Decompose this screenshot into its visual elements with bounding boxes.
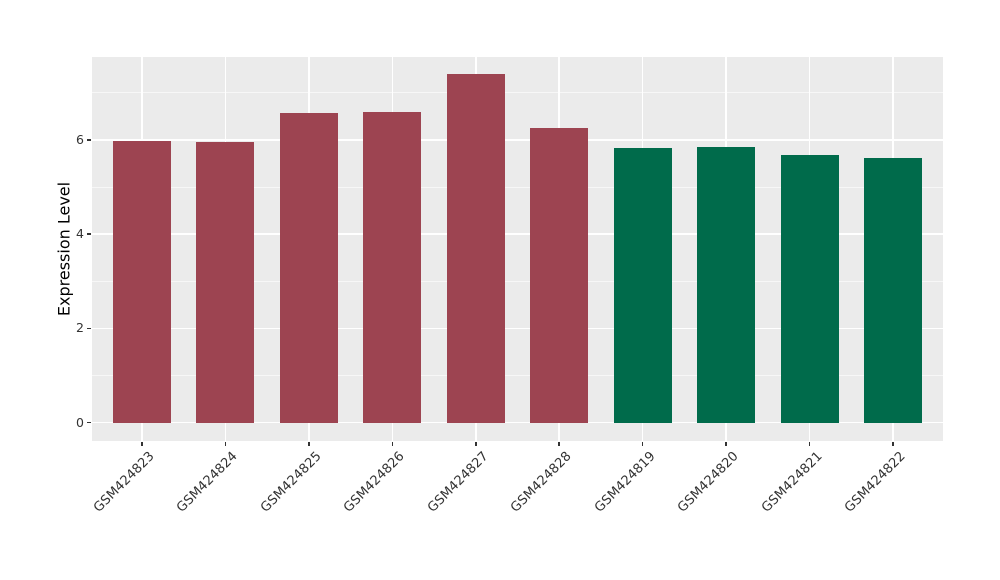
y-tick-label: 4 [76,226,84,242]
x-tick-label: GSM424820 [675,449,742,516]
y-tick-mark [87,327,91,330]
x-tick-mark [892,442,894,446]
y-tick-mark [87,233,91,235]
bar [196,141,255,423]
x-tick-mark [641,442,644,446]
x-tick-label: GSM424819 [591,449,659,516]
x-tick-label: GSM424822 [842,449,909,516]
x-tick-label: GSM424827 [424,449,492,516]
bar [446,73,505,423]
bar [530,128,589,423]
y-tick-label: 0 [76,414,84,430]
gridline-major [92,327,943,330]
bar [864,157,922,423]
x-tick-label: GSM424828 [508,449,575,516]
bar [780,155,839,423]
x-tick-mark [141,442,143,446]
x-tick-label: GSM424821 [758,449,826,516]
bar [613,148,672,423]
plot-area [92,57,943,441]
x-tick-label: GSM424826 [341,449,408,516]
x-tick-label: GSM424823 [91,449,158,516]
gridline-minor [92,92,943,94]
x-tick-mark [475,442,477,446]
x-tick-mark [308,442,310,446]
gridline-major [92,233,943,235]
x-tick-mark [224,442,227,446]
bar [279,113,338,423]
gridline-major [92,421,943,424]
y-tick-mark [87,421,91,424]
x-tick-mark [808,442,811,446]
y-tick-label: 2 [76,320,84,336]
x-tick-mark [558,442,560,446]
x-tick-label: GSM424824 [174,449,242,516]
y-tick-label: 6 [76,131,84,147]
x-tick-mark [725,442,727,446]
x-tick-label: GSM424825 [257,449,325,516]
gridline-major [92,139,943,141]
gridline-minor [92,375,943,376]
gridline-minor [92,280,943,282]
bar [113,141,171,423]
x-tick-mark [391,442,394,446]
y-tick-mark [87,139,91,141]
bar [697,147,756,423]
gridline-minor [92,186,943,188]
y-axis-title: Expression Level [54,181,74,317]
bar [363,111,422,423]
